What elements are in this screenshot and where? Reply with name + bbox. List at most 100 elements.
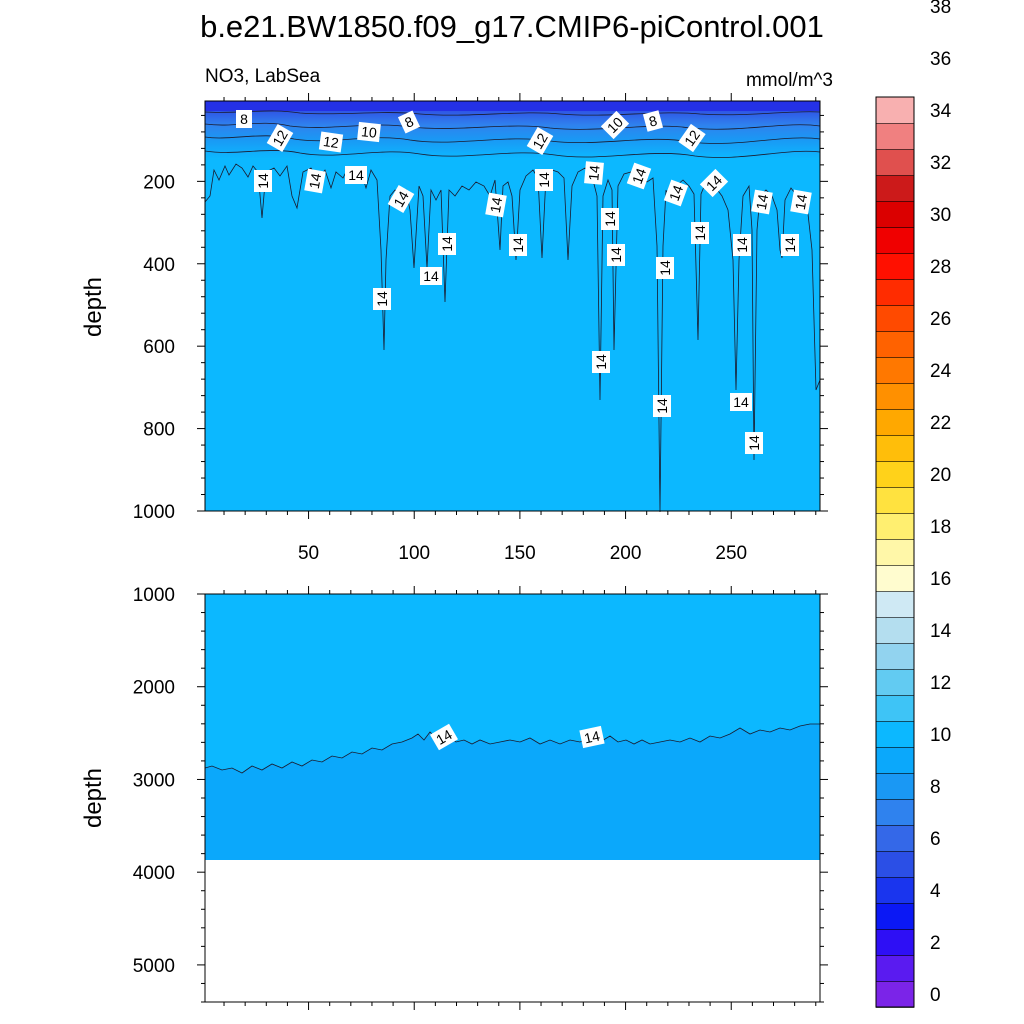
- upper-ylabel: depth: [80, 277, 107, 337]
- colorbar-swatch: [875, 798, 915, 826]
- contour-label: 14: [584, 161, 604, 185]
- colorbar-label: 12: [930, 673, 951, 694]
- y-tick-label: 800: [143, 420, 175, 441]
- colorbar-label: 14: [930, 621, 952, 642]
- y-tick-label: 200: [143, 172, 175, 193]
- svg-text:14: 14: [746, 435, 762, 451]
- contour-label: 12: [678, 123, 706, 153]
- colorbar-swatch: [875, 330, 915, 358]
- y-tick-label: 4000: [133, 863, 175, 884]
- colorbar-swatch: [875, 226, 915, 254]
- svg-text:14: 14: [629, 166, 649, 186]
- contour-label: 14: [699, 168, 729, 198]
- svg-text:12: 12: [322, 133, 340, 151]
- subtitle-right: mmol/m^3: [746, 70, 833, 91]
- svg-text:14: 14: [536, 172, 552, 188]
- colorbar-swatch: [875, 512, 915, 540]
- colorbar-swatch: [875, 356, 915, 384]
- x-tick-label: 100: [398, 543, 430, 564]
- contour-label: 12: [526, 126, 554, 156]
- colorbar-swatch: [875, 746, 915, 774]
- svg-text:14: 14: [585, 164, 602, 181]
- contour-label: 14: [387, 184, 415, 214]
- svg-text:14: 14: [433, 726, 455, 748]
- colorbar-label: 8: [930, 777, 941, 798]
- contour-label: 14: [691, 222, 709, 244]
- contour-label: 14: [790, 189, 812, 215]
- svg-text:14: 14: [657, 260, 673, 276]
- contour-label: 14: [535, 169, 553, 191]
- svg-text:14: 14: [608, 247, 624, 263]
- svg-text:10: 10: [360, 123, 377, 141]
- colorbar-label: 6: [930, 829, 941, 850]
- subtitle-left: NO3, LabSea: [205, 66, 321, 87]
- colorbar-swatch: [875, 616, 915, 644]
- svg-text:14: 14: [439, 236, 455, 252]
- x-tick-label: 200: [610, 543, 642, 564]
- contour-label: 14: [663, 179, 689, 207]
- colorbar-swatch: [875, 720, 915, 748]
- colorbar-label: 24: [930, 361, 952, 382]
- main-title: b.e21.BW1850.f09_g17.CMIP6-piControl.001: [200, 9, 824, 44]
- contour-label: 14: [653, 395, 671, 417]
- svg-text:14: 14: [348, 167, 364, 183]
- colorbar-label: 30: [930, 205, 951, 226]
- contour-label: 14: [420, 267, 442, 285]
- colorbar-label: 10: [930, 725, 951, 746]
- svg-text:14: 14: [666, 183, 686, 203]
- colorbar-label: 34: [930, 101, 952, 122]
- x-tick-label: 50: [298, 543, 319, 564]
- lower-ticks: 1000 2000 3000 4000 5000: [133, 585, 828, 1010]
- colorbar-label: 4: [930, 881, 941, 902]
- upper-contour-14-region: [205, 164, 820, 512]
- colorbar-swatch: [875, 486, 915, 514]
- lower-contour-line-14: [204, 723, 820, 774]
- svg-text:8: 8: [240, 111, 248, 127]
- contour-label: 14: [509, 234, 527, 256]
- contour-label: 14: [781, 234, 799, 256]
- colorbar-swatch: [875, 928, 915, 956]
- svg-text:14: 14: [423, 268, 439, 284]
- contour-label: 14: [626, 162, 652, 190]
- x-tick-label: 150: [504, 543, 536, 564]
- svg-text:14: 14: [753, 193, 771, 211]
- colorbar-swatch: [875, 434, 915, 462]
- contour-label: 14: [592, 351, 610, 373]
- contour-label: 14: [730, 393, 752, 411]
- contour-label: 8: [642, 110, 664, 132]
- upper-surface-dark: [205, 101, 820, 111]
- x-tick-label: 250: [715, 543, 747, 564]
- svg-text:14: 14: [782, 237, 798, 253]
- contour-label: 10: [357, 121, 381, 143]
- colorbar-swatch: [875, 538, 915, 566]
- contour-label: 14: [373, 288, 391, 310]
- colorbar-swatch: [875, 122, 915, 150]
- colorbar-label: 0: [930, 985, 941, 1006]
- contour-label: 14: [345, 166, 367, 184]
- lower-contour-12-region: [205, 724, 820, 860]
- svg-text:14: 14: [692, 225, 708, 241]
- y-tick-label: 600: [143, 337, 175, 358]
- contour-label: 14: [438, 233, 456, 255]
- contour-label: 14: [485, 192, 507, 218]
- colorbar-label: 38: [930, 0, 951, 18]
- lower-panel: 14 14 1000 2000 3000 4000 5000 depth: [80, 585, 828, 1010]
- contour-label: 14: [751, 189, 773, 215]
- svg-text:14: 14: [487, 196, 505, 214]
- svg-text:8: 8: [647, 112, 659, 130]
- svg-text:14: 14: [255, 173, 271, 189]
- svg-text:14: 14: [583, 728, 602, 747]
- contour-label: 12: [266, 123, 294, 153]
- y-tick-label: 5000: [133, 956, 175, 977]
- colorbar-swatch: [875, 694, 915, 722]
- colorbar-frame: [875, 96, 915, 1008]
- svg-text:14: 14: [602, 211, 618, 227]
- colorbar-swatch: [875, 980, 915, 1008]
- colorbar-swatch: [875, 642, 915, 670]
- colorbar-swatch: [875, 252, 915, 280]
- contour-label: 8: [397, 110, 421, 134]
- colorbar-swatch: [875, 304, 915, 332]
- colorbar-swatch: [875, 850, 915, 878]
- y-tick-label: 3000: [133, 770, 175, 791]
